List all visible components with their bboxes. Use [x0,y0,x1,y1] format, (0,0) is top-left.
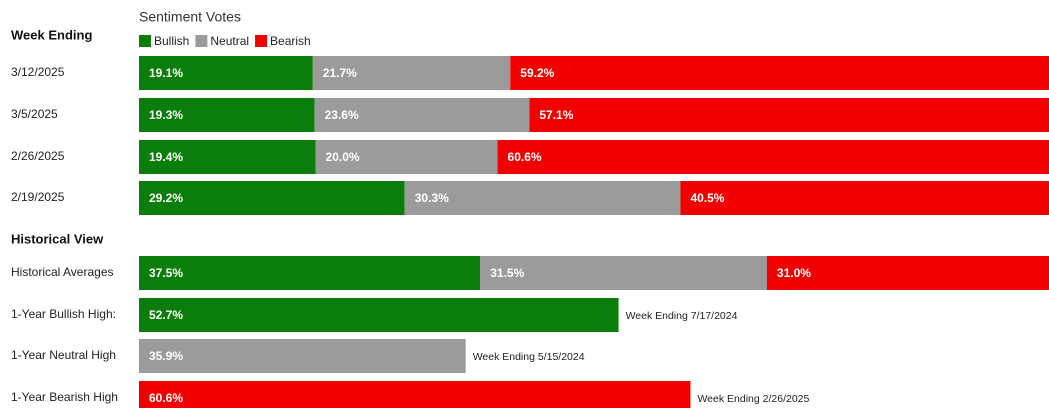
value-label: 59.2% [520,66,554,80]
category-label: Historical Averages [11,265,114,279]
value-label: 57.1% [539,108,573,122]
bar-segment [680,181,1049,215]
value-label: 60.6% [508,150,542,164]
bar-segment [315,140,498,174]
category-label: 2/19/2025 [11,190,65,204]
bar-segment [404,181,681,215]
bar-segment [529,98,1049,132]
annotation: Week Ending 5/15/2024 [473,351,585,363]
legend-label: Bullish [154,34,189,48]
bar-segment [139,256,481,290]
annotation: Week Ending 7/17/2024 [626,310,738,322]
category-label: 1-Year Bearish High [11,390,118,404]
value-label: 37.5% [149,266,183,280]
value-label: 19.4% [149,150,183,164]
category-label: 1-Year Neutral High [11,348,116,362]
bar-segment [314,98,530,132]
bar-segment [139,140,316,174]
bar-segment [139,339,466,373]
legend-label: Neutral [210,34,249,48]
section-header: Historical View [11,231,104,246]
category-label: 3/5/2025 [11,107,58,121]
chart-title: Sentiment Votes [139,9,241,25]
value-label: 31.5% [490,266,524,280]
value-label: 29.2% [149,191,183,205]
value-label: 21.7% [323,66,357,80]
bar-segment [480,256,767,290]
value-label: 40.5% [690,191,724,205]
legend-label: Bearish [270,34,311,48]
value-label: 19.3% [149,108,183,122]
bar-segment [139,56,313,90]
bar-segment [497,140,1049,174]
bar-segment [766,256,1049,290]
section-header: Week Ending [11,27,92,42]
bar-segment [139,381,691,408]
value-label: 23.6% [325,108,359,122]
legend-swatch [195,35,208,47]
value-label: 31.0% [777,266,811,280]
value-label: 35.9% [149,349,183,363]
annotation: Week Ending 2/26/2025 [697,393,809,405]
legend-swatch [139,35,151,47]
value-label: 19.1% [149,66,183,80]
category-label: 3/12/2025 [11,65,65,79]
bar-segment [510,56,1049,90]
value-label: 20.0% [326,150,360,164]
value-label: 60.6% [149,391,183,405]
bar-segment [139,98,315,132]
bar-segment [139,181,405,215]
value-label: 30.3% [415,191,449,205]
legend-swatch [255,35,268,47]
bar-segment [139,298,619,332]
value-label: 52.7% [149,308,183,322]
category-label: 2/26/2025 [11,149,65,163]
bar-segment [312,56,511,90]
category-label: 1-Year Bullish High: [11,307,116,321]
